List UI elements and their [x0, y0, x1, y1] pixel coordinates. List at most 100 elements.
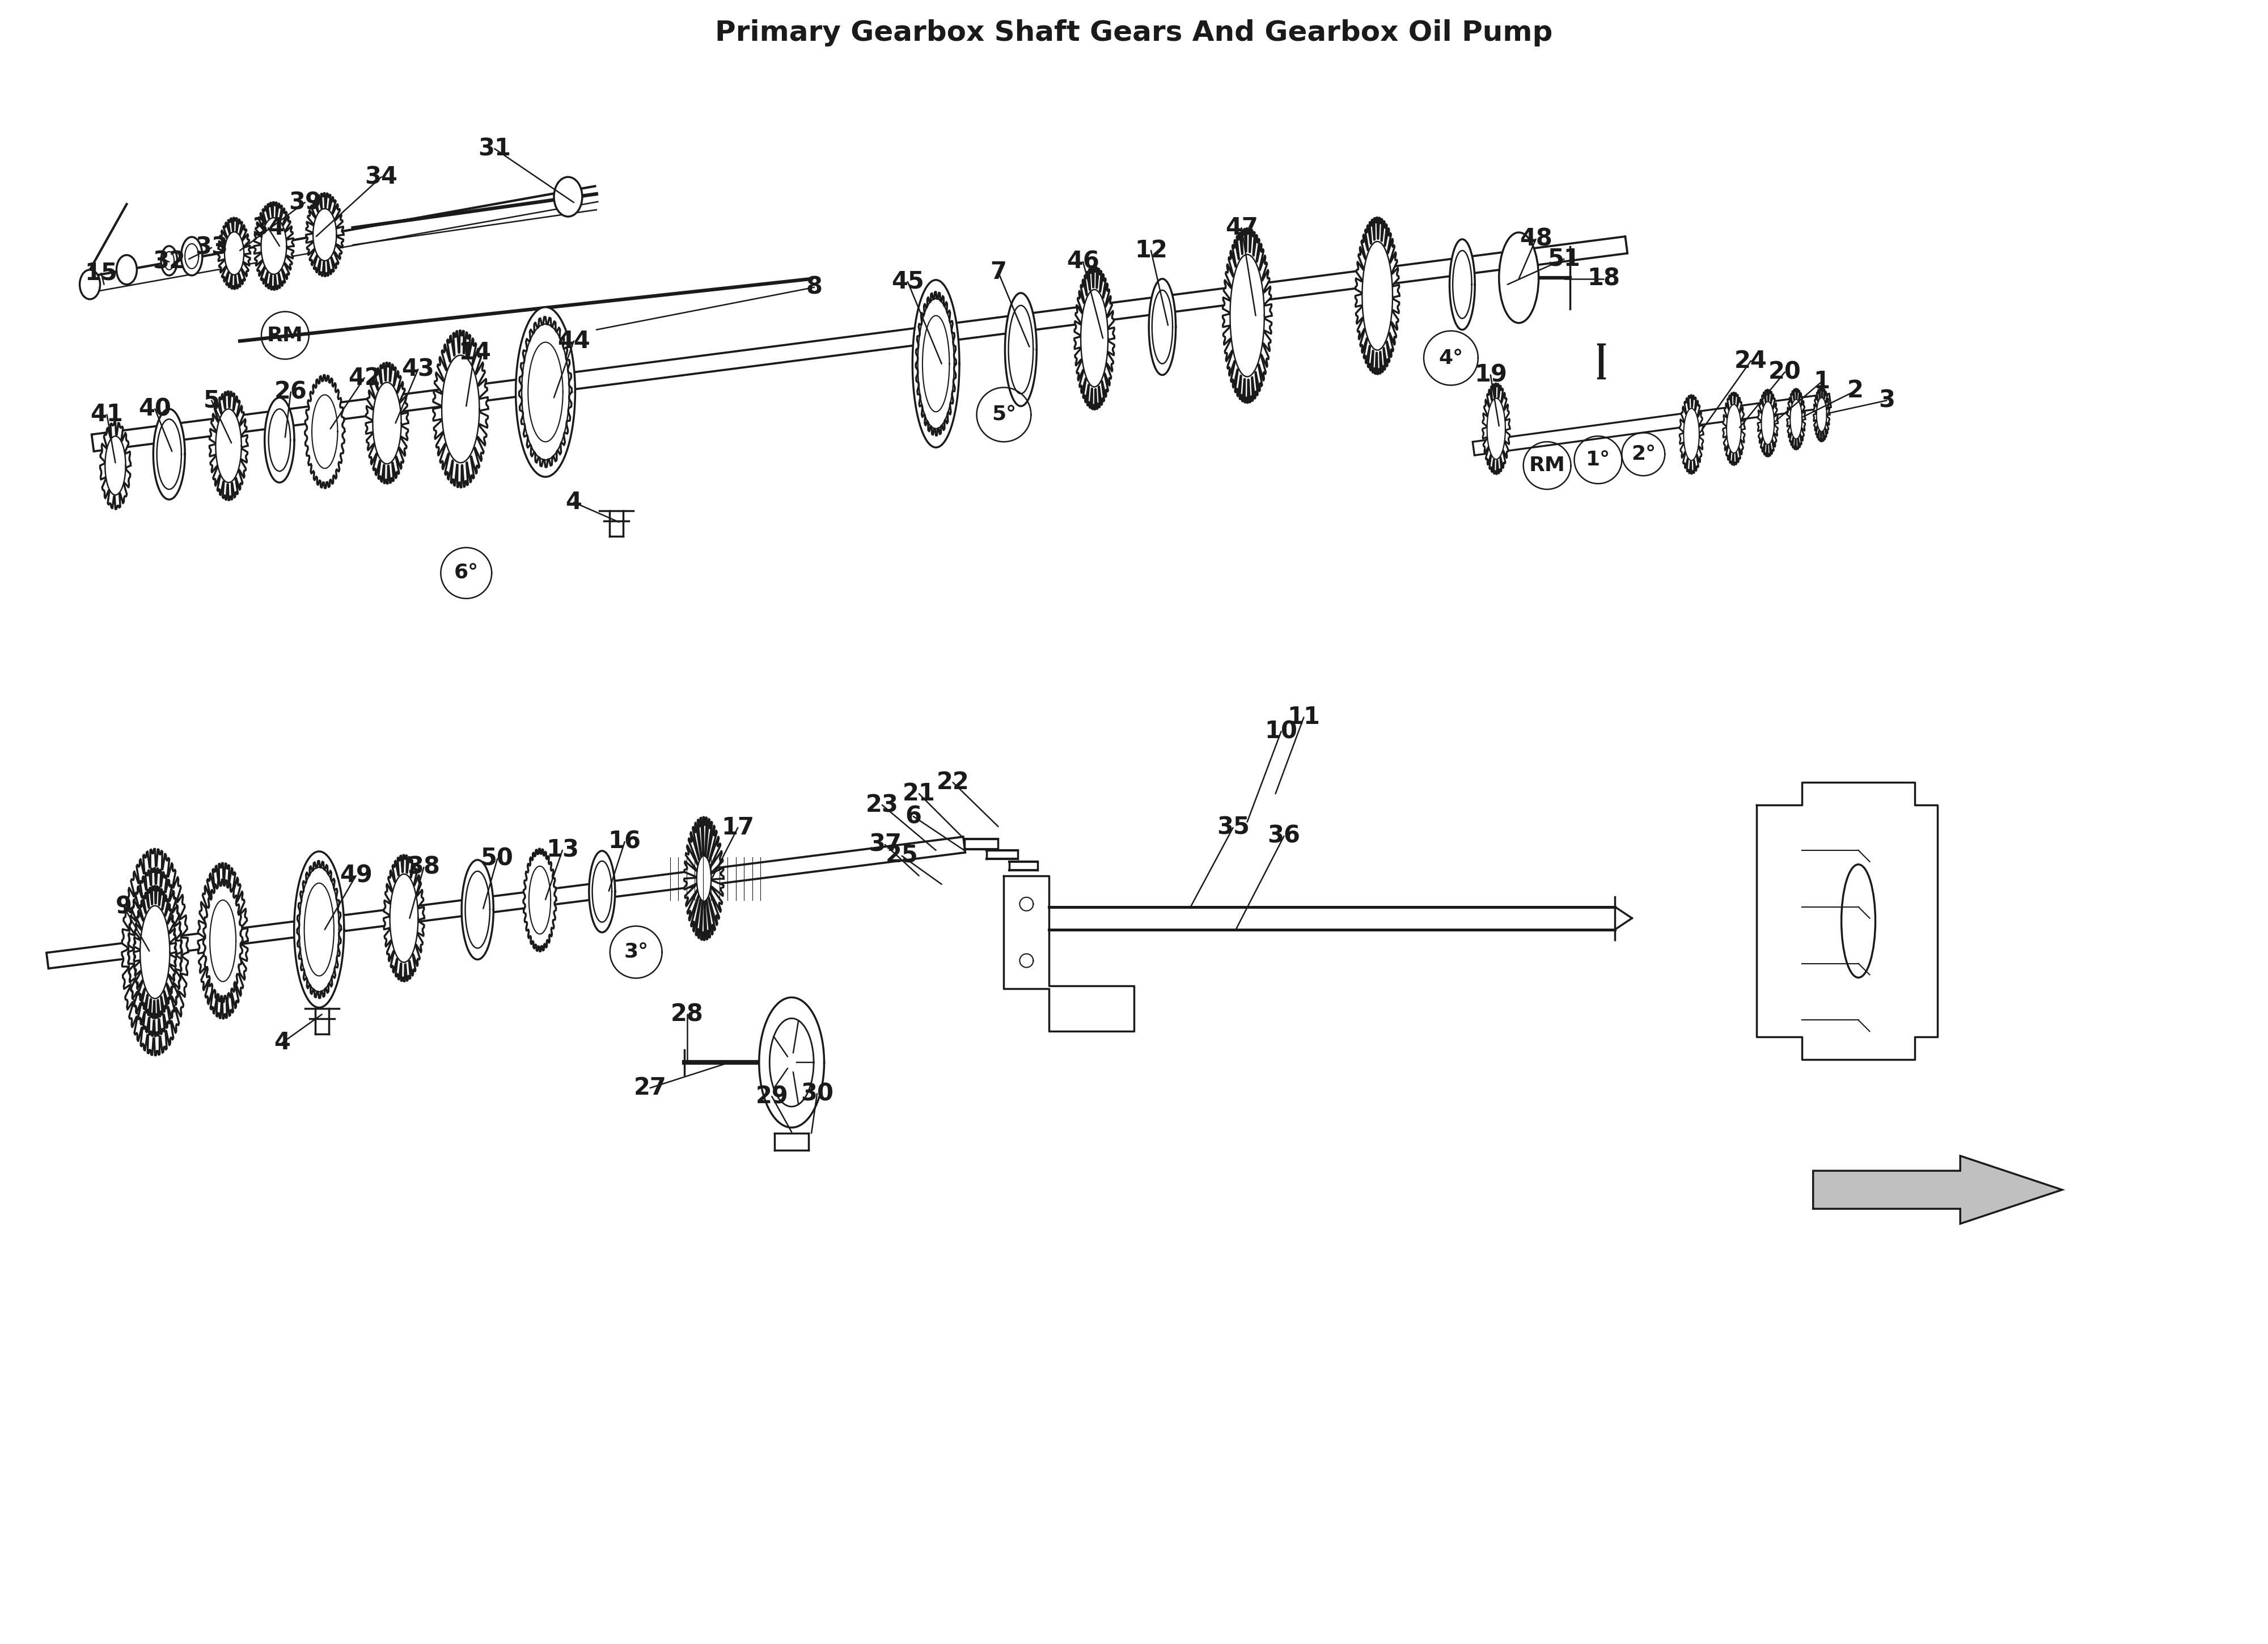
Text: 1: 1	[1814, 370, 1830, 393]
Polygon shape	[1005, 293, 1036, 406]
Polygon shape	[1075, 266, 1114, 409]
Polygon shape	[1150, 279, 1175, 375]
Text: 45: 45	[891, 270, 923, 294]
Polygon shape	[306, 192, 342, 276]
Text: 46: 46	[1066, 250, 1100, 275]
Polygon shape	[519, 317, 572, 467]
Polygon shape	[295, 852, 345, 1008]
Ellipse shape	[79, 270, 100, 299]
Polygon shape	[134, 886, 177, 1018]
Text: 33: 33	[195, 235, 229, 260]
Text: 44: 44	[558, 329, 590, 353]
Text: 2: 2	[1848, 380, 1864, 403]
Text: 42: 42	[347, 367, 381, 390]
Text: 9: 9	[116, 894, 132, 919]
Text: 27: 27	[633, 1077, 667, 1100]
Text: 43: 43	[401, 357, 435, 381]
Polygon shape	[383, 855, 424, 981]
Polygon shape	[1356, 217, 1399, 375]
Polygon shape	[197, 863, 247, 1019]
Text: 13: 13	[547, 838, 578, 861]
Polygon shape	[1483, 383, 1510, 473]
Polygon shape	[122, 848, 188, 1055]
Polygon shape	[127, 868, 181, 1036]
Polygon shape	[916, 293, 957, 436]
Polygon shape	[265, 398, 295, 482]
Text: 3°: 3°	[624, 942, 649, 962]
Text: 7: 7	[989, 260, 1007, 284]
Ellipse shape	[1499, 232, 1538, 322]
Polygon shape	[297, 861, 340, 998]
Polygon shape	[1449, 240, 1474, 330]
Text: 26: 26	[274, 380, 306, 404]
Text: 3: 3	[1878, 388, 1894, 413]
Polygon shape	[365, 363, 408, 483]
Polygon shape	[524, 848, 556, 952]
Text: 19: 19	[1474, 363, 1506, 386]
Text: RM: RM	[268, 326, 304, 345]
Text: 30: 30	[801, 1082, 835, 1105]
Text: 24: 24	[1735, 349, 1767, 373]
Text: 36: 36	[1268, 824, 1300, 848]
Text: 17: 17	[721, 815, 755, 840]
Text: 14: 14	[458, 340, 492, 365]
Text: 8: 8	[805, 276, 823, 299]
Ellipse shape	[116, 255, 136, 284]
Text: 28: 28	[671, 1003, 703, 1026]
Text: 49: 49	[340, 863, 372, 888]
Text: 20: 20	[1769, 360, 1801, 385]
Polygon shape	[304, 375, 345, 488]
Polygon shape	[912, 279, 959, 447]
Text: 51: 51	[1547, 247, 1581, 271]
Text: 4: 4	[274, 1031, 290, 1054]
Polygon shape	[1724, 393, 1744, 465]
Text: 35: 35	[1216, 815, 1250, 840]
Text: 4: 4	[565, 490, 583, 515]
Text: 50: 50	[481, 847, 515, 871]
Text: 47: 47	[1225, 215, 1259, 240]
Text: RM: RM	[1529, 455, 1565, 475]
Polygon shape	[1222, 229, 1272, 403]
Text: 29: 29	[755, 1085, 789, 1108]
Text: 38: 38	[408, 855, 440, 880]
Text: 41: 41	[91, 403, 122, 426]
Text: 5°: 5°	[991, 404, 1016, 424]
Polygon shape	[154, 409, 186, 500]
Text: 15: 15	[84, 261, 118, 284]
Text: 48: 48	[1520, 227, 1551, 252]
Text: 12: 12	[1134, 238, 1168, 263]
Polygon shape	[463, 860, 494, 960]
Text: 25: 25	[885, 843, 919, 868]
Polygon shape	[515, 307, 576, 477]
Text: 1°: 1°	[1585, 450, 1610, 470]
Text: 21: 21	[903, 783, 934, 806]
Polygon shape	[209, 391, 247, 500]
Text: 34: 34	[365, 164, 397, 189]
Text: 6: 6	[905, 804, 921, 829]
Text: Primary Gearbox Shaft Gears And Gearbox Oil Pump: Primary Gearbox Shaft Gears And Gearbox …	[714, 20, 1554, 46]
Text: 10: 10	[1266, 720, 1297, 743]
Text: 4°: 4°	[1438, 349, 1463, 368]
Polygon shape	[1812, 1156, 2062, 1223]
Polygon shape	[1787, 388, 1805, 449]
Text: 2°: 2°	[1631, 444, 1656, 464]
Polygon shape	[760, 998, 823, 1128]
Text: 40: 40	[138, 398, 172, 421]
Polygon shape	[161, 247, 177, 276]
Polygon shape	[100, 423, 132, 510]
Ellipse shape	[553, 178, 583, 217]
Polygon shape	[1681, 395, 1703, 473]
Text: 34: 34	[252, 215, 284, 240]
Text: 11: 11	[1288, 705, 1320, 730]
Polygon shape	[685, 817, 723, 940]
Polygon shape	[433, 330, 488, 488]
Text: 6°: 6°	[454, 564, 479, 582]
Polygon shape	[590, 852, 615, 932]
Polygon shape	[204, 880, 243, 1003]
Text: 37: 37	[869, 834, 900, 857]
Polygon shape	[181, 237, 202, 276]
Polygon shape	[218, 217, 249, 289]
Text: 16: 16	[608, 830, 642, 853]
Text: 23: 23	[866, 792, 898, 817]
Polygon shape	[1758, 390, 1778, 457]
